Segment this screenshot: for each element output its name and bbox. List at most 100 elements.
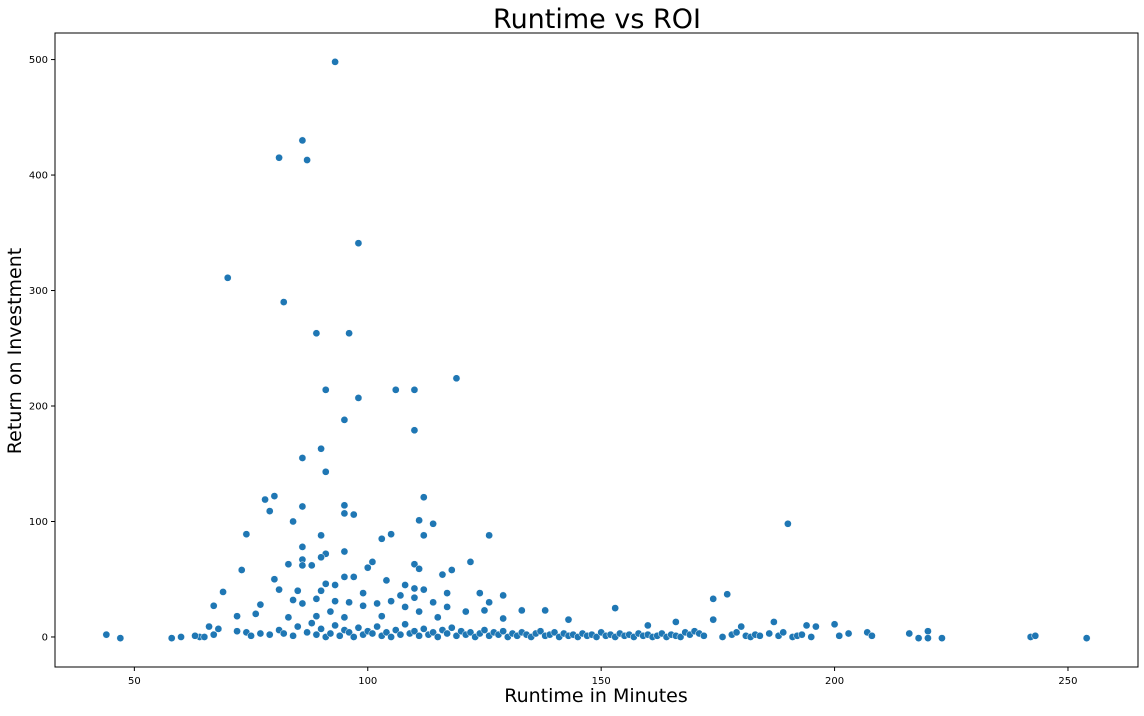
scatter-point bbox=[298, 543, 307, 551]
y-axis-ticks: 0 100 200 300 400 500 bbox=[29, 55, 55, 643]
scatter-point bbox=[924, 634, 932, 642]
scatter-point bbox=[340, 573, 349, 581]
scatter-point bbox=[419, 493, 428, 502]
scatter-point bbox=[391, 385, 400, 394]
scatter-point bbox=[242, 530, 251, 539]
scatter-point bbox=[209, 630, 218, 639]
scatter-point bbox=[672, 618, 680, 626]
scatter-point bbox=[275, 585, 283, 594]
scatter-point bbox=[466, 628, 475, 637]
scatter-point bbox=[709, 615, 718, 624]
scatter-point bbox=[676, 633, 685, 641]
scatter-point bbox=[293, 586, 302, 595]
scatter-point bbox=[784, 519, 792, 528]
scatter-point bbox=[209, 601, 218, 610]
scatter-point bbox=[485, 598, 493, 607]
scatter-point bbox=[812, 622, 820, 631]
scatter-point bbox=[270, 575, 279, 584]
scatter-point bbox=[377, 612, 386, 621]
scatter-point bbox=[1082, 634, 1091, 642]
scatter-point bbox=[177, 633, 185, 641]
scatter-point bbox=[461, 607, 470, 616]
scatter-point bbox=[303, 156, 311, 164]
scatter-point bbox=[247, 631, 255, 640]
scatter-point bbox=[382, 628, 391, 637]
scatter-point bbox=[191, 631, 199, 640]
scatter-point bbox=[102, 630, 111, 639]
scatter-point bbox=[480, 626, 489, 634]
scatter-point bbox=[914, 634, 923, 642]
scatter-point bbox=[396, 591, 405, 600]
scatter-point bbox=[592, 633, 601, 641]
scatter-point bbox=[419, 585, 428, 594]
scatter-point bbox=[443, 589, 451, 597]
plot-frame bbox=[54, 32, 1139, 668]
scatter-point bbox=[835, 631, 844, 640]
scatter-point bbox=[279, 298, 288, 306]
scatter-point bbox=[387, 633, 395, 641]
scatter-point bbox=[779, 628, 788, 637]
scatter-point bbox=[938, 634, 946, 642]
scatter-point bbox=[368, 629, 377, 638]
scatter-point bbox=[844, 629, 853, 638]
scatter-point bbox=[354, 394, 363, 402]
chart-title: Runtime vs ROI bbox=[493, 4, 701, 35]
scatter-point bbox=[765, 629, 774, 638]
scatter-point bbox=[401, 603, 409, 611]
scatter-point bbox=[349, 510, 358, 519]
scatter-point bbox=[354, 623, 363, 632]
scatter-point bbox=[438, 570, 447, 579]
scatter-point bbox=[433, 633, 442, 641]
scatter-point bbox=[410, 426, 419, 435]
scatter-point bbox=[284, 613, 293, 622]
scatter-point bbox=[298, 599, 307, 608]
scatter-point bbox=[401, 620, 409, 629]
scatter-point bbox=[391, 626, 400, 634]
scatter-point bbox=[410, 627, 419, 636]
scatter-point bbox=[377, 534, 386, 543]
scatter-point bbox=[718, 633, 727, 641]
x-tick-label: 250 bbox=[1058, 676, 1077, 687]
scatter-point bbox=[340, 547, 349, 556]
scatter-point bbox=[251, 610, 260, 618]
scatter-point bbox=[326, 629, 335, 638]
scatter-point bbox=[485, 531, 493, 540]
scatter-point bbox=[298, 136, 307, 145]
scatter-point bbox=[214, 625, 223, 633]
scatter-point bbox=[452, 374, 461, 383]
scatter-point bbox=[321, 580, 330, 588]
scatter-point bbox=[732, 628, 741, 637]
scatter-point bbox=[429, 598, 437, 607]
scatter-point bbox=[326, 607, 335, 616]
scatter-point bbox=[307, 561, 316, 570]
scatter-point bbox=[499, 627, 507, 636]
scatter-point bbox=[312, 595, 321, 603]
scatter-point bbox=[410, 560, 419, 569]
scatter-point bbox=[256, 600, 265, 609]
scatter-point bbox=[331, 621, 339, 630]
scatter-point bbox=[452, 631, 461, 640]
scatter-point bbox=[116, 634, 125, 642]
scatter-point bbox=[1031, 631, 1040, 640]
scatter-point bbox=[331, 58, 339, 66]
x-tick-label: 200 bbox=[825, 676, 844, 687]
scatter-point bbox=[410, 584, 419, 593]
scatter-point bbox=[345, 628, 353, 637]
x-axis-label: Runtime in Minutes bbox=[504, 685, 688, 707]
scatter-point bbox=[924, 627, 932, 636]
y-axis-label: Return on Investment bbox=[4, 248, 26, 454]
scatter-point bbox=[284, 560, 293, 569]
scatter-point bbox=[265, 630, 274, 639]
scatter-point bbox=[443, 629, 451, 638]
scatter-point bbox=[373, 599, 381, 608]
scatter-point bbox=[475, 589, 484, 597]
scatter-point bbox=[363, 563, 372, 572]
scatter-point bbox=[233, 612, 241, 621]
scatter-point bbox=[419, 625, 428, 633]
scatter-point bbox=[359, 601, 367, 610]
scatter-point bbox=[541, 606, 550, 615]
scatter-point bbox=[517, 606, 526, 615]
scatter-point bbox=[709, 595, 718, 603]
scatter-point bbox=[644, 621, 652, 630]
